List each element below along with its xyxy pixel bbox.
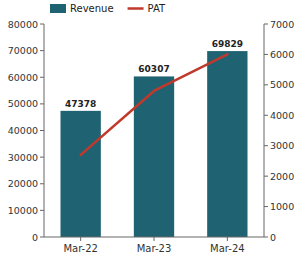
data-labels: 47378 60307 69829 [65, 39, 243, 109]
y-tick [40, 50, 44, 51]
y2-tick [264, 24, 268, 25]
y-tick-label: 80000 [8, 19, 38, 30]
y-tick-label: 0 [32, 232, 38, 243]
data-label: 69829 [212, 39, 243, 49]
y2-tick-label: 0 [270, 232, 276, 243]
y-tick [40, 237, 44, 238]
y-tick [40, 77, 44, 78]
y2-tick [264, 176, 268, 177]
legend-label: Revenue [70, 3, 114, 14]
y2-tick-label: 5000 [270, 79, 294, 90]
x-tick-label: Mar-23 [137, 243, 172, 254]
y-tick [40, 157, 44, 158]
legend: Revenue PAT [50, 3, 166, 14]
x-tick [227, 237, 228, 241]
legend-swatch [50, 4, 66, 13]
legend-swatch [128, 7, 144, 10]
y-tick [40, 130, 44, 131]
y-tick-label: 70000 [8, 45, 38, 56]
y-tick-label: 10000 [8, 205, 38, 216]
x-tick-label: Mar-22 [63, 243, 98, 254]
line [81, 54, 228, 154]
y-tick [40, 24, 44, 25]
x-tick [154, 237, 155, 241]
data-label: 60307 [138, 64, 169, 74]
legend-label: PAT [148, 3, 166, 14]
y2-tick-label: 7000 [270, 19, 294, 30]
y2-tick [264, 54, 268, 55]
y2-tick [264, 206, 268, 207]
y-tick-label: 60000 [8, 72, 38, 83]
y2-tick-label: 3000 [270, 140, 294, 151]
bar [61, 111, 101, 237]
y2-axis-line [264, 24, 265, 237]
y-tick-label: 50000 [8, 98, 38, 109]
x-tick [80, 237, 81, 241]
y2-tick [264, 237, 268, 238]
y2-tick [264, 84, 268, 85]
x-tick-label: Mar-24 [210, 243, 245, 254]
y-tick [40, 103, 44, 104]
y2-tick [264, 115, 268, 116]
bar [207, 51, 247, 237]
y2-tick-label: 2000 [270, 171, 294, 182]
y-tick-label: 30000 [8, 152, 38, 163]
data-label: 47378 [65, 99, 96, 109]
y-tick-label: 40000 [8, 125, 38, 136]
marks [61, 51, 248, 237]
y2-tick-label: 4000 [270, 110, 294, 121]
chart: 4737860307698290100002000030000400005000… [0, 0, 300, 261]
y-tick-label: 20000 [8, 178, 38, 189]
y2-tick [264, 145, 268, 146]
bar [134, 76, 174, 237]
y2-tick-label: 6000 [270, 49, 294, 60]
y-tick [40, 183, 44, 184]
y-tick [40, 210, 44, 211]
y2-tick-label: 1000 [270, 201, 294, 212]
